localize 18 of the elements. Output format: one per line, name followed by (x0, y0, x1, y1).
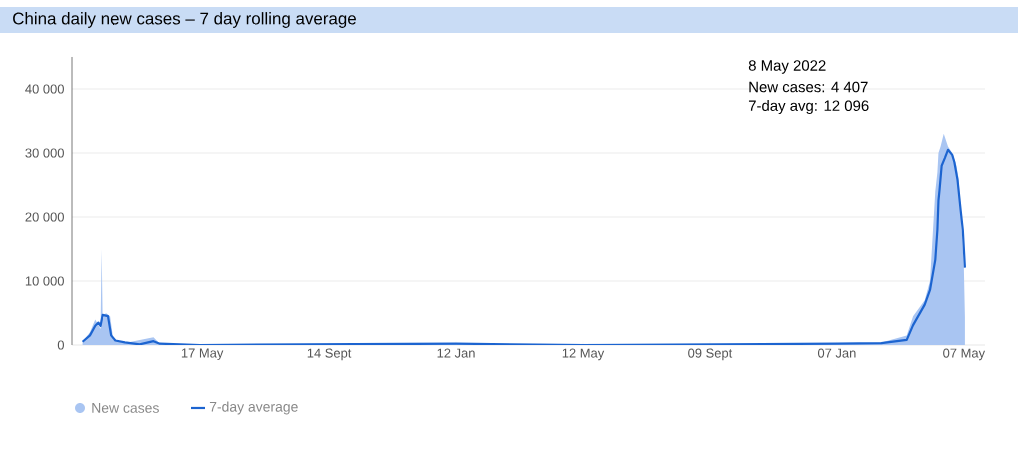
y-tick-label: 40 000 (25, 84, 64, 94)
legend-label: New cases (92, 403, 159, 413)
x-tick-label: 12 May (562, 348, 605, 361)
x-tick-label: 14 Sept (307, 348, 352, 361)
x-tick-label: 09 Sept (688, 348, 733, 361)
x-tick-label: 07 May (943, 348, 986, 361)
annotation: 8 May 2022 (748, 60, 826, 74)
x-tick-label: 12 Jan (437, 348, 475, 358)
y-tick-label: 10 000 (25, 276, 64, 286)
legend-label: 7-day average (209, 401, 298, 415)
y-tick-label: 20 000 (25, 212, 64, 222)
annotation: 7-day avg: 12 096 (748, 100, 869, 114)
annotation: New cases: 4 407 (749, 81, 868, 93)
chart-title: China daily new cases – 7 day rolling average (13, 12, 356, 28)
x-tick-label: 17 May (181, 348, 224, 361)
y-tick-label: 0 (57, 340, 64, 350)
y-tick-label: 30 000 (25, 148, 64, 158)
x-tick-label: 07 Jan (817, 348, 856, 358)
